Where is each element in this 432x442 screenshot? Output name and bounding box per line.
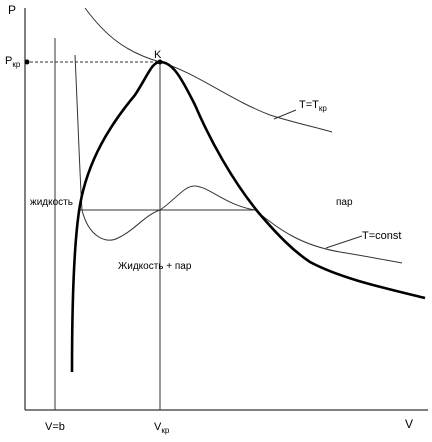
v-crit-label: Vкр xyxy=(154,421,170,435)
leader xyxy=(325,235,363,249)
label-sub: кр xyxy=(12,60,21,69)
p-crit-label: Pкр xyxy=(5,55,21,69)
y-axis-label: P xyxy=(8,3,16,17)
p-crit-dot xyxy=(24,59,30,65)
binodal-curve xyxy=(70,60,426,373)
label-main: P xyxy=(5,55,12,67)
critical-isotherm-label: T=Tкр xyxy=(299,99,327,113)
leader xyxy=(273,109,297,120)
isotherm-label: T=const xyxy=(362,230,401,242)
label-main: T=T xyxy=(299,99,319,111)
label-sub: кр xyxy=(161,426,170,435)
critical-isotherm xyxy=(84,7,333,133)
label-main: V xyxy=(154,421,162,433)
critical-point-label: K xyxy=(154,49,162,61)
x-axis-label: V xyxy=(405,417,413,431)
v-b-label: V=b xyxy=(45,421,65,433)
liquid-label: жидкость xyxy=(30,197,73,208)
two-phase-label: Жидкость + пар xyxy=(118,261,192,272)
vapor-label: пар xyxy=(336,197,353,208)
label-sub: кр xyxy=(319,104,328,113)
